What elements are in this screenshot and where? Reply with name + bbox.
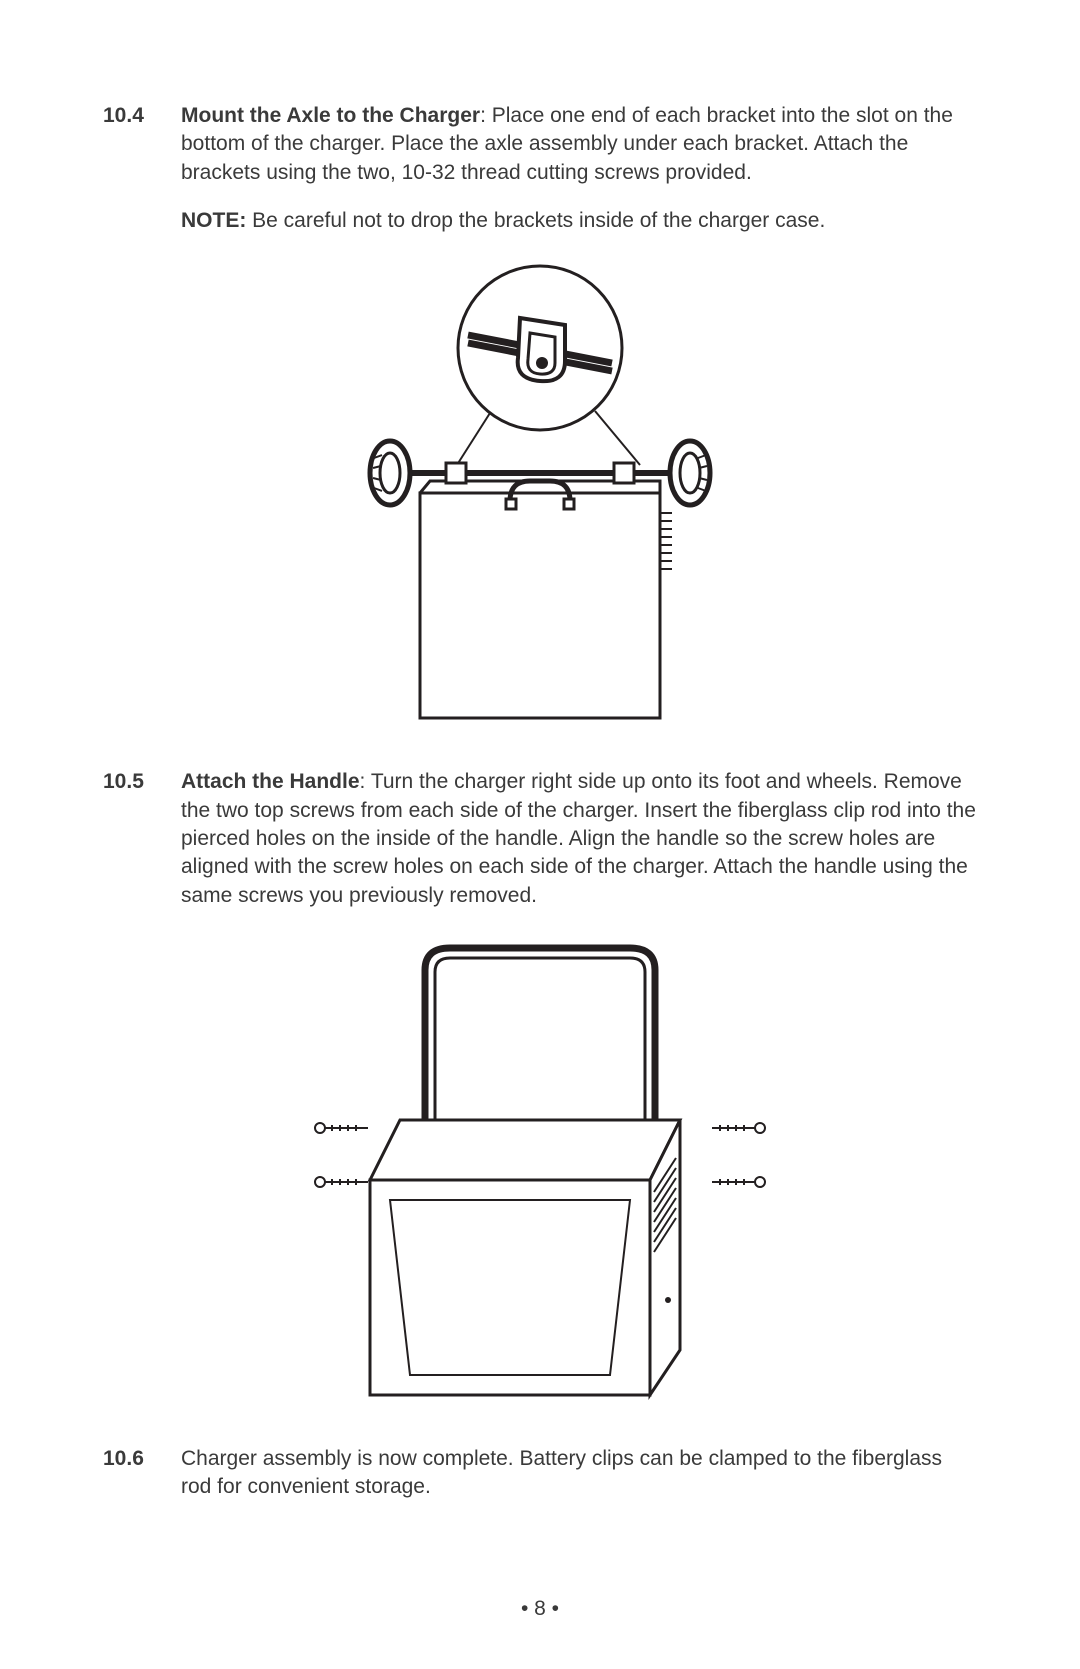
note-body: NOTE: Be careful not to drop the bracket… xyxy=(181,207,977,235)
handle-diagram xyxy=(290,930,790,1400)
figure-handle xyxy=(103,930,977,1405)
instruction-10-6: 10.6 Charger assembly is now complete. B… xyxy=(103,1445,977,1502)
step-lead: Attach the Handle xyxy=(181,770,360,793)
axle-diagram xyxy=(360,263,720,723)
step-number: 10.6 xyxy=(103,1445,181,1502)
figure-axle xyxy=(103,263,977,728)
note-lead: NOTE: xyxy=(181,209,246,232)
step-text: Charger assembly is now complete. Batter… xyxy=(181,1447,942,1498)
step-body: Charger assembly is now complete. Batter… xyxy=(181,1445,977,1502)
step-number: 10.5 xyxy=(103,768,181,910)
step-body: Attach the Handle: Turn the charger righ… xyxy=(181,768,977,910)
step-number: 10.4 xyxy=(103,102,181,187)
step-body: Mount the Axle to the Charger: Place one… xyxy=(181,102,977,187)
note-spacer xyxy=(103,207,181,235)
instruction-10-4: 10.4 Mount the Axle to the Charger: Plac… xyxy=(103,102,977,187)
note-text: Be careful not to drop the brackets insi… xyxy=(246,209,825,232)
step-lead: Mount the Axle to the Charger xyxy=(181,104,480,127)
instruction-10-5: 10.5 Attach the Handle: Turn the charger… xyxy=(103,768,977,910)
note-row: NOTE: Be careful not to drop the bracket… xyxy=(103,207,977,235)
page-number: • 8 • xyxy=(0,1597,1080,1621)
